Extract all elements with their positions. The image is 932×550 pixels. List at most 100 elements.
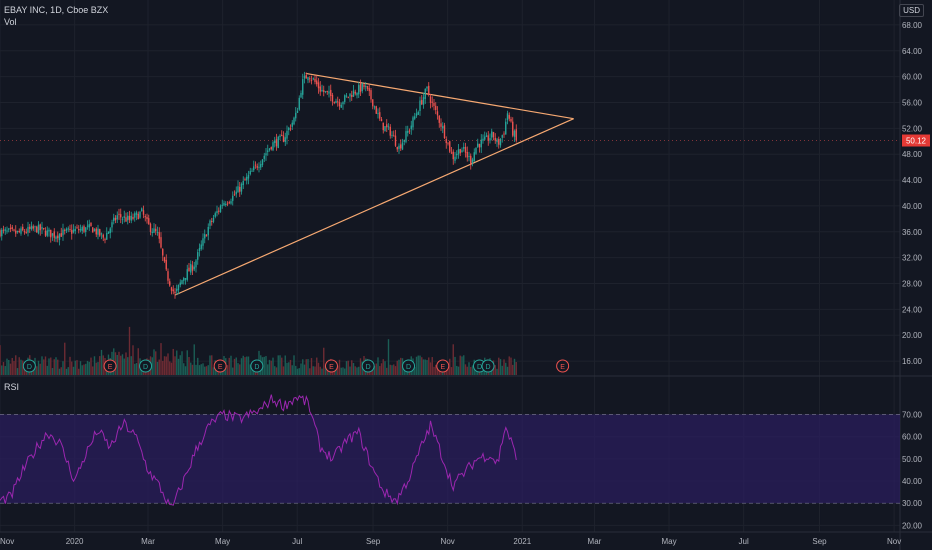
candle-body <box>384 126 386 132</box>
volume-bar <box>130 356 132 375</box>
price-axis[interactable]: 16.00 20.00 24.00 28.00 32.00 36.00 40.00 44.00… <box>902 21 923 366</box>
candle-body <box>139 211 141 218</box>
candle-body <box>237 186 239 193</box>
candle-body <box>354 91 356 94</box>
rsi-axis[interactable]: 20.00 30.00 40.00 50.00 60.00 70.00 <box>902 411 923 531</box>
rsi-legend[interactable]: RSI <box>4 382 20 392</box>
volume-bar <box>93 356 96 375</box>
candle-body <box>470 155 472 165</box>
candle-body <box>151 231 153 233</box>
time-tick-label: May <box>215 537 230 546</box>
candle-body <box>41 227 43 229</box>
volume-bar <box>246 356 248 375</box>
volume-bar <box>433 366 435 375</box>
candle-body <box>51 233 54 236</box>
time-tick-label: Nov <box>441 537 455 546</box>
volume-bar <box>324 365 327 375</box>
volume-bar <box>183 363 185 375</box>
volume-bar <box>338 359 341 375</box>
volume-bar <box>295 365 297 375</box>
candle-body <box>67 228 69 230</box>
volume-bar <box>274 366 276 375</box>
volume-bar <box>118 351 120 375</box>
candle-body <box>174 291 176 294</box>
volume-legend[interactable]: Vol <box>4 17 17 27</box>
volume-bar <box>46 365 48 375</box>
candle-body <box>254 164 257 166</box>
volume-bar <box>95 362 97 375</box>
candle-body <box>81 227 83 231</box>
marker-label: D <box>477 364 482 371</box>
triangle-trendlines[interactable] <box>174 72 574 296</box>
volume-bar <box>424 359 426 375</box>
candle-body <box>116 215 118 220</box>
volume-bar <box>468 362 470 375</box>
volume-bar <box>230 355 232 375</box>
candle-body <box>125 217 127 222</box>
candle-body <box>167 271 169 281</box>
candle-body <box>225 203 227 205</box>
candle-body <box>403 139 405 142</box>
time-axis[interactable]: Nov 2020 Mar May Jul Sep Nov 2021 Mar May Jul Sep No… <box>0 537 901 546</box>
candle-body <box>256 166 258 168</box>
candle-body <box>239 186 241 192</box>
volume-bar <box>375 363 377 375</box>
candle-body <box>216 211 218 214</box>
currency-button[interactable]: USD <box>899 4 924 17</box>
candle-body <box>209 220 211 226</box>
candle-body <box>92 227 94 233</box>
candle-body <box>317 82 320 89</box>
marker-label: D <box>406 364 411 371</box>
candle-body <box>46 230 48 236</box>
candle-body <box>106 233 108 240</box>
candle-body <box>50 229 52 238</box>
candle-body <box>452 151 454 160</box>
candle-body <box>454 156 456 161</box>
candle-body <box>233 194 236 196</box>
candle-body <box>359 83 362 92</box>
candle-body <box>155 228 157 232</box>
volume-bar <box>512 364 514 375</box>
volume-bar <box>454 356 456 375</box>
volume-bar <box>337 365 339 375</box>
candle-body <box>97 228 99 235</box>
candle-body <box>310 79 313 81</box>
candle-body <box>142 210 145 215</box>
candle-body <box>191 265 194 271</box>
candle-body <box>149 223 152 232</box>
candle-body <box>57 235 59 239</box>
volume-bar <box>463 355 465 375</box>
candle-body <box>279 135 281 137</box>
candle-body <box>289 128 292 130</box>
volume-bar <box>359 358 362 375</box>
volume-bar <box>380 363 383 375</box>
candle-body <box>260 164 262 168</box>
candle-body <box>65 228 68 231</box>
rsi-tick-label: 40.00 <box>902 477 923 486</box>
candle-body <box>468 155 470 157</box>
candle-body <box>198 247 201 251</box>
volume-bar <box>67 367 69 375</box>
candle-body <box>197 252 199 260</box>
candle-body <box>15 230 17 234</box>
marker-label: D <box>486 364 491 371</box>
candle-body <box>232 195 234 201</box>
symbol-legend[interactable]: EBAY INC, 1D, Cboe BZX <box>4 5 109 15</box>
marker-label: E <box>218 364 223 371</box>
candle-body <box>382 122 384 131</box>
volume-bar <box>190 362 192 375</box>
candle-body <box>261 159 264 165</box>
volume-bar <box>302 359 304 375</box>
candle-body <box>93 229 96 231</box>
candle-body <box>39 224 41 231</box>
volume-bar <box>158 359 160 375</box>
time-tick-label: Nov <box>0 537 14 546</box>
candle-body <box>513 130 516 137</box>
candle-body <box>132 216 134 219</box>
candle-body <box>86 225 89 227</box>
price-tick-label: 52.00 <box>902 124 923 133</box>
candle-body <box>43 227 45 229</box>
candle-body <box>62 229 64 236</box>
